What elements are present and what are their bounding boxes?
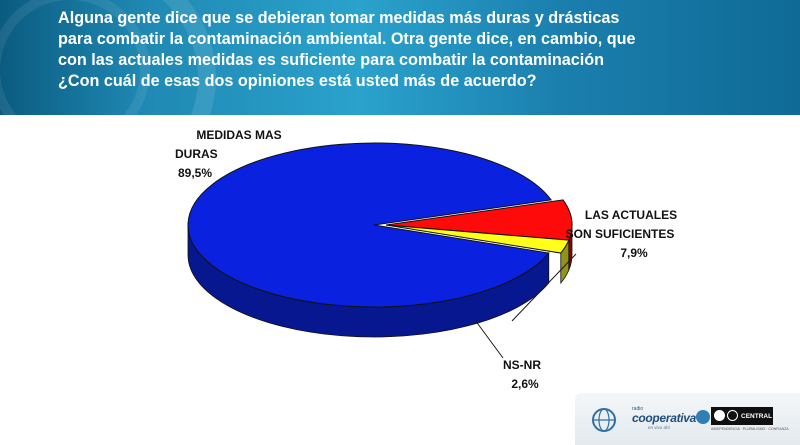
central-word: CENTRAL: [741, 413, 773, 420]
label-medidas-line2: DURAS: [175, 147, 218, 161]
value-nsnr: 2,6%: [511, 377, 539, 391]
pie-chart: MEDIDAS MAS DURAS 89,5% LAS ACTUALES SON…: [175, 128, 677, 391]
label-actuales-line2: SON SUFICIENTES: [566, 227, 675, 241]
question-line: Alguna gente dice que se debieran tomar …: [58, 9, 620, 27]
footer-logos: radio cooperativa en vivo ahí CENTRAL IN…: [575, 393, 800, 445]
question-line: con las actuales medidas es suficiente p…: [58, 51, 605, 69]
value-medidas: 89,5%: [178, 166, 212, 180]
central-ring-icon: [727, 410, 738, 421]
question-line: ¿Con cuál de esas dos opiniones está ust…: [58, 72, 537, 90]
label-actuales-line1: LAS ACTUALES: [585, 208, 677, 222]
value-actuales: 7,9%: [620, 246, 648, 260]
cooperativa-word: cooperativa: [632, 411, 697, 425]
central-dot-icon: [714, 410, 725, 421]
label-medidas-line1: MEDIDAS MAS: [196, 128, 281, 142]
slice-actuales: [385, 199, 573, 241]
globe-logo-icon: [592, 408, 616, 432]
leader-line-nsnr: [474, 319, 504, 359]
cooperativa-tag: en vivo ahí: [648, 425, 670, 430]
central-logo: CENTRAL: [711, 407, 773, 425]
pie-tops: [187, 142, 573, 308]
central-tagline: INDEPENDENCIA · PLURALISMO · CONFIANZA: [711, 427, 789, 431]
question-header: Alguna gente dice que se debieran tomar …: [0, 0, 800, 115]
slice-nsnr: [385, 224, 570, 254]
question-line: para combatir la contaminación ambiental…: [58, 30, 636, 48]
label-nsnr: NS-NR: [503, 358, 541, 372]
cooperativa-logo: radio cooperativa en vivo ahí: [632, 406, 710, 434]
header-swirl-decoration-inner: [0, 0, 150, 115]
survey-question: Alguna gente dice que se debieran tomar …: [58, 8, 780, 92]
cooperativa-small-text: radio: [632, 406, 644, 412]
cooperativa-swirl-icon: [696, 410, 710, 424]
leader-line-actuales: [511, 253, 577, 322]
slice-medidas: [187, 142, 552, 308]
